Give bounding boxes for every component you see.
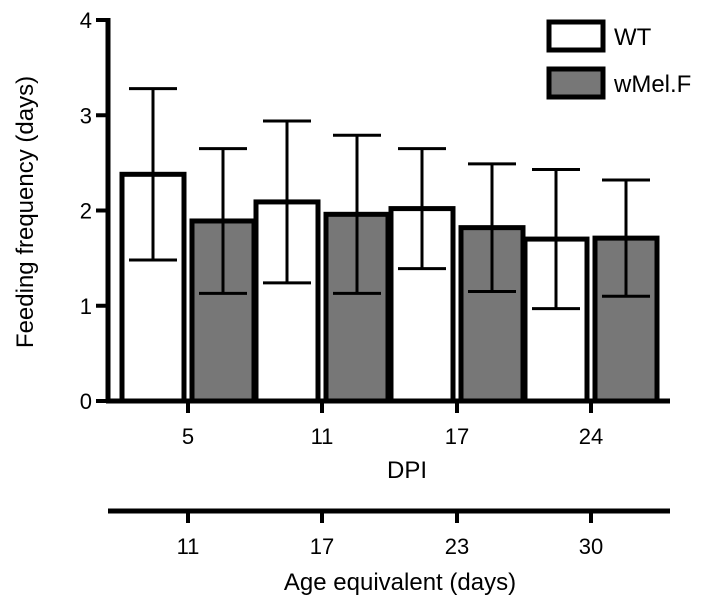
- secondary-x-tick-label-11: 11: [177, 534, 200, 559]
- error-bars-layer: [129, 87, 650, 311]
- y-tick-label-3: 3: [80, 103, 92, 128]
- x-tick-label-11: 11: [311, 424, 334, 449]
- bars-layer: [119, 171, 660, 404]
- secondary-x-tick-label-30: 30: [579, 534, 603, 559]
- legend-swatch-wMel.F: [546, 66, 606, 100]
- legend-label-WT: WT: [614, 24, 652, 51]
- legend-swatch-WT: [546, 19, 606, 53]
- y-tick-label-2: 2: [80, 199, 92, 224]
- secondary-x-axis-title: Age equivalent (days): [284, 569, 516, 596]
- y-tick-label-0: 0: [80, 389, 92, 414]
- secondary-x-tick-label-23: 23: [445, 534, 469, 559]
- y-tick-label-1: 1: [80, 294, 92, 319]
- y-axis-title: Feeding frequency (days): [12, 76, 39, 348]
- x-tick-label-17: 17: [445, 424, 469, 449]
- x-axis-title: DPI: [387, 457, 427, 484]
- x-tick-label-24: 24: [579, 424, 603, 449]
- bar-WT-24: [522, 236, 590, 404]
- legend: WT wMel.F: [546, 19, 691, 100]
- secondary-x-tick-label-17: 17: [310, 534, 334, 559]
- legend-label-wMel.F: wMel.F: [613, 71, 691, 98]
- y-tick-label-4: 4: [80, 8, 92, 33]
- x-tick-label-5: 5: [182, 424, 194, 449]
